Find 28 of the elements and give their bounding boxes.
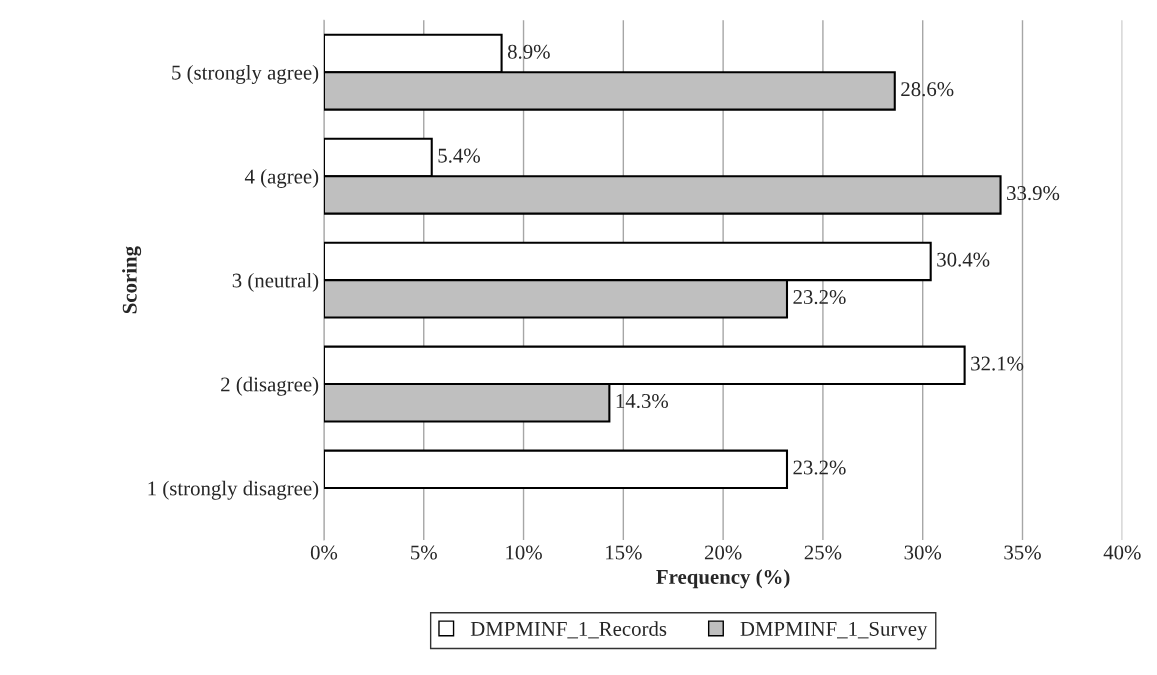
y-tick-label: 2 (disagree) xyxy=(221,376,319,396)
legend-label: DMPMINF_1_Records xyxy=(470,621,667,639)
x-tick-label: 20% xyxy=(704,545,742,560)
x-axis-title: Frequency (%) xyxy=(656,569,790,589)
x-tick-label: 5% xyxy=(411,545,437,560)
data-label: 28.6% xyxy=(901,82,954,97)
x-tick-label: 30% xyxy=(904,545,942,560)
x-tick-label: 40% xyxy=(1103,545,1141,560)
y-tick-label: 5 (strongly agree) xyxy=(172,65,319,84)
data-label: 14.3% xyxy=(616,393,669,409)
x-tick-label: 25% xyxy=(804,545,842,560)
x-tick-label: 35% xyxy=(1004,545,1041,560)
x-tick-label: 10% xyxy=(506,545,542,560)
y-tick-label: 1 (strongly disagree) xyxy=(148,480,319,500)
y-tick-label: 4 (agree) xyxy=(244,168,319,188)
data-label: 33.9% xyxy=(1007,186,1060,201)
data-label: 23.2% xyxy=(793,289,846,305)
data-label: 23.2% xyxy=(793,460,846,475)
x-tick-label: 15% xyxy=(606,545,642,560)
data-label: 32.1% xyxy=(971,356,1024,371)
data-label: 30.4% xyxy=(937,252,990,267)
x-tick-label: 0% xyxy=(310,545,338,560)
bar xyxy=(323,449,789,490)
data-label: 5.4% xyxy=(438,148,480,163)
data-label: 8.9% xyxy=(507,44,550,59)
y-axis-title: Scoring xyxy=(122,246,142,314)
y-tick-label: 3 (neutral) xyxy=(232,272,319,292)
legend-label: DMPMINF_1_Survey xyxy=(740,621,928,641)
